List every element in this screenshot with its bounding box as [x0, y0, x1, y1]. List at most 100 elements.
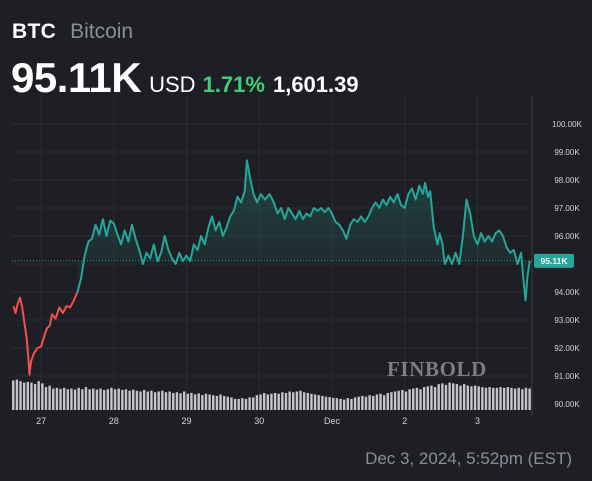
- volume-bar: [30, 382, 33, 410]
- volume-bar: [313, 394, 317, 410]
- volume-bar: [368, 395, 371, 410]
- volume-bar: [66, 389, 69, 410]
- volume-bar: [281, 392, 284, 410]
- volume-bar: [186, 393, 189, 410]
- volume-bar: [197, 393, 200, 410]
- volume-bar: [37, 381, 40, 410]
- volume-bar: [48, 385, 51, 410]
- volume-bar: [430, 385, 433, 410]
- volume-bar: [44, 387, 48, 410]
- x-tick-label: 29: [182, 416, 192, 426]
- volume-bar: [350, 398, 353, 410]
- volume-bar: [259, 394, 262, 410]
- volume-bar: [41, 383, 44, 410]
- ticker-symbol: BTC: [12, 20, 57, 43]
- x-tick-label: 3: [475, 416, 480, 426]
- volume-bar: [510, 387, 513, 410]
- volume-bar: [102, 390, 106, 410]
- volume-bar: [128, 390, 131, 410]
- volume-bar: [295, 391, 299, 410]
- finbold-watermark: FINBOLD: [387, 357, 487, 381]
- volume-bar: [172, 392, 175, 410]
- volume-bar: [466, 385, 469, 410]
- volume-bar: [473, 385, 477, 410]
- volume-bar: [110, 387, 113, 410]
- volume-bar: [157, 391, 160, 410]
- volume-bar: [81, 389, 84, 410]
- volume-bar: [175, 392, 179, 410]
- volume-bar: [495, 387, 499, 410]
- volume-bar: [306, 392, 309, 410]
- volume-bar: [106, 389, 109, 410]
- x-tick-label: Dec: [324, 416, 341, 426]
- volume-bar: [502, 387, 506, 410]
- volume-bar: [335, 398, 339, 410]
- volume-bar: [230, 397, 233, 410]
- price-chart[interactable]: FINBOLD 95.11K 90.00K91.00K92.00K93.00K9…: [0, 0, 592, 440]
- volume-bar: [55, 387, 59, 410]
- volume-bar: [437, 384, 440, 410]
- ticker-header: BTC Bitcoin: [12, 20, 133, 44]
- volume-bar: [324, 396, 328, 410]
- volume-bar: [284, 392, 288, 410]
- change-absolute: 1,601.39: [272, 72, 359, 97]
- volume-bar: [132, 389, 135, 410]
- volume-bar: [73, 389, 77, 410]
- volume-bar: [212, 395, 215, 410]
- volume-bar: [62, 387, 66, 410]
- volume-bar: [244, 398, 248, 410]
- volume-bar: [328, 397, 331, 410]
- volume-bar: [277, 393, 280, 410]
- volume-bar: [353, 397, 357, 410]
- price-lines: [12, 159, 531, 376]
- volume-bar: [88, 389, 91, 410]
- y-tick-label: 94.00K: [554, 288, 580, 297]
- volume-bar: [397, 390, 400, 410]
- volume-bar: [164, 392, 168, 410]
- volume-bar: [317, 395, 320, 410]
- x-tick-label: 30: [254, 416, 264, 426]
- volume-bar: [408, 389, 411, 410]
- volume-bar: [139, 391, 142, 410]
- y-tick-label: 91.00K: [554, 372, 580, 381]
- volume-bar: [215, 395, 219, 410]
- volume-bar: [517, 387, 520, 410]
- asset-name: Bitcoin: [70, 20, 134, 43]
- volume-bar: [415, 387, 419, 410]
- volume-bar: [422, 387, 426, 410]
- current-price: 95.11K: [11, 54, 142, 101]
- volume-bar: [52, 388, 55, 410]
- volume-bar: [524, 387, 528, 410]
- volume-bar: [419, 389, 422, 410]
- volume-bar: [470, 386, 473, 410]
- volume-bar: [84, 387, 88, 410]
- volume-bar: [124, 389, 128, 410]
- volume-bar: [426, 386, 429, 410]
- x-tick-label: 27: [36, 416, 46, 426]
- volume-bar: [150, 390, 153, 410]
- volume-bar: [190, 392, 193, 410]
- watermark-text: FINBOLD: [387, 357, 487, 381]
- volume-bar: [321, 395, 324, 410]
- volume-bar: [219, 394, 222, 410]
- volume-bar: [95, 389, 99, 410]
- volume-bar: [273, 392, 277, 410]
- y-tick-label: 97.00K: [554, 204, 580, 213]
- volume-bar: [342, 399, 346, 410]
- y-tick-label: 93.00K: [554, 316, 580, 325]
- volume-bar: [262, 392, 266, 410]
- volume-bar: [226, 396, 229, 410]
- volume-bar: [379, 393, 382, 410]
- volume-bar: [412, 388, 415, 410]
- volume-bar: [375, 394, 379, 410]
- last-price-badge: [534, 253, 574, 268]
- volume-bar: [208, 394, 211, 410]
- volume-bar: [161, 390, 164, 410]
- last-price-line: 95.11K: [12, 253, 574, 268]
- volume-bar: [270, 393, 273, 410]
- volume-bar: [452, 383, 455, 410]
- volume-bar: [241, 398, 244, 410]
- volume-bar: [364, 396, 368, 410]
- currency-label: USD: [149, 72, 196, 97]
- volume-bar: [332, 397, 335, 410]
